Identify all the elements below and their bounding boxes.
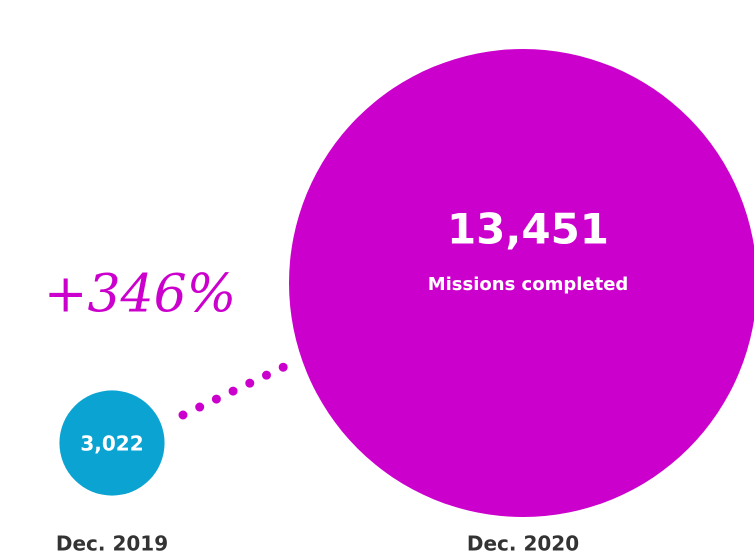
category-label: Dec. 2020: [467, 532, 579, 556]
series-name: Missions completed: [428, 274, 629, 295]
connector-dots: [178, 358, 297, 420]
bubble: [289, 49, 754, 517]
bubble: [59, 390, 165, 496]
category-label: Dec. 2019: [56, 532, 168, 556]
value-label: 13,451: [447, 205, 609, 254]
annotation: +346%: [44, 265, 236, 325]
value-label: 3,022: [80, 432, 143, 456]
